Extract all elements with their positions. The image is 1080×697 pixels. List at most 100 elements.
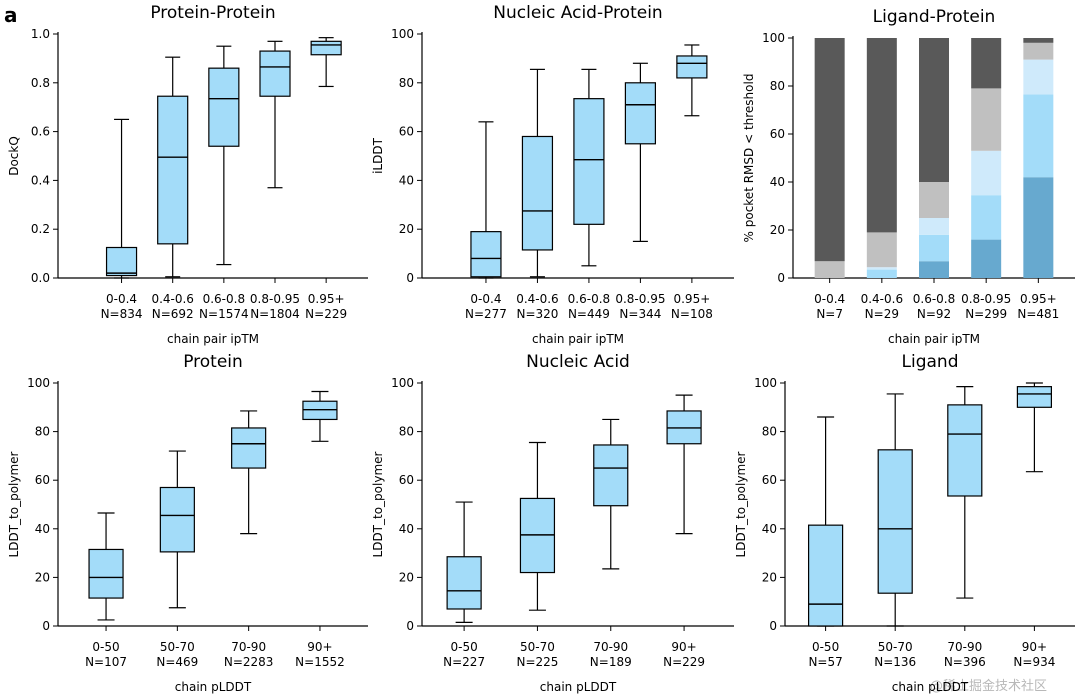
y-tick-label: 20 — [762, 570, 777, 584]
chart-title: Ligand — [902, 352, 959, 372]
y-tick-label: 100 — [391, 376, 414, 390]
x-tick-label: 0-0.4 — [106, 292, 137, 306]
y-tick-label: 80 — [399, 76, 414, 90]
y-tick-label: 100 — [391, 27, 414, 41]
box-iqr — [807, 524, 844, 627]
stacked-bar-segment — [866, 38, 897, 233]
y-tick-label: 80 — [770, 79, 785, 93]
x-tick-label: 0.6-0.8 — [913, 292, 956, 306]
x-tick-label: 0.6-0.8 — [568, 292, 611, 306]
y-tick-label: 100 — [27, 376, 50, 390]
box-iqr — [1016, 386, 1053, 408]
x-count-label: N=299 — [965, 307, 1007, 321]
x-count-label: N=1574 — [199, 307, 249, 321]
x-tick-label: 0.4-0.6 — [516, 292, 559, 306]
box-iqr — [624, 82, 657, 145]
stacked-bar-segment — [971, 150, 1002, 196]
x-count-label: N=692 — [152, 307, 194, 321]
stacked-bar-segment — [919, 38, 949, 182]
x-count-label: N=449 — [568, 307, 610, 321]
y-tick-label: 40 — [399, 173, 414, 187]
x-axis-label: chain pLDDT — [175, 680, 252, 694]
x-tick-label: 70-90 — [593, 640, 628, 654]
x-tick-label: 0.8-0.95 — [961, 292, 1011, 306]
stacked-bar-segment — [814, 261, 845, 278]
y-tick-label: 0 — [777, 271, 785, 285]
x-tick-label: 0-0.4 — [470, 292, 501, 306]
x-count-label: N=934 — [1013, 655, 1055, 669]
x-tick-label: 90+ — [307, 640, 332, 654]
stacked-bar-segment — [866, 267, 897, 270]
x-count-label: N=108 — [671, 307, 713, 321]
box-iqr — [231, 427, 267, 469]
y-tick-label: 0.8 — [31, 76, 50, 90]
y-tick-label: 100 — [762, 31, 785, 45]
x-tick-label: 0.95+ — [673, 292, 710, 306]
box-iqr — [157, 95, 189, 245]
y-tick-label: 100 — [754, 376, 777, 390]
y-axis-label: % pocket RMSD < threshold — [742, 74, 756, 243]
stacked-bar-segment — [971, 88, 1002, 151]
y-tick-label: 60 — [762, 473, 777, 487]
stacked-bar-segment — [1023, 59, 1054, 95]
box-iqr — [470, 231, 502, 278]
y-axis-label: LDDT_to_polymer — [371, 451, 385, 557]
x-count-label: N=834 — [101, 307, 143, 321]
box-iqr — [88, 548, 124, 599]
y-axis-label: iLDDT — [371, 137, 385, 174]
x-tick-label: 0-0.4 — [814, 292, 845, 306]
x-tick-label: 0.6-0.8 — [203, 292, 246, 306]
y-tick-label: 0.0 — [31, 271, 50, 285]
stacked-bar-segment — [919, 261, 949, 278]
box-iqr — [105, 246, 138, 277]
x-count-label: N=229 — [305, 307, 347, 321]
chart-title: Nucleic Acid — [526, 352, 630, 372]
watermark: @稀土掘金技术社区 — [930, 678, 1047, 694]
stacked-bar-segment — [866, 269, 897, 278]
y-tick-label: 60 — [35, 473, 50, 487]
x-tick-label: 0.95+ — [1020, 292, 1057, 306]
x-tick-label: 0.95+ — [308, 292, 345, 306]
box-iqr — [521, 135, 554, 251]
x-axis-label: chain pair ipTM — [888, 332, 980, 346]
stacked-bar-segment — [814, 38, 845, 262]
y-tick-label: 80 — [762, 425, 777, 439]
x-tick-label: 0-50 — [812, 640, 839, 654]
y-tick-label: 1.0 — [31, 27, 50, 41]
stacked-bar-segment — [1023, 177, 1054, 278]
y-tick-label: 0 — [406, 619, 414, 633]
x-tick-label: 70-90 — [231, 640, 266, 654]
y-tick-label: 20 — [399, 222, 414, 236]
y-tick-label: 60 — [399, 473, 414, 487]
y-tick-label: 40 — [762, 522, 777, 536]
chart-title: Protein-Protein — [150, 3, 275, 23]
x-count-label: N=396 — [944, 655, 986, 669]
stacked-bar-segment — [866, 232, 897, 268]
chart-title: Protein — [183, 352, 243, 372]
y-tick-label: 0.6 — [31, 125, 50, 139]
stacked-bar-segment — [971, 38, 1002, 89]
x-count-label: N=57 — [808, 655, 842, 669]
x-count-label: N=107 — [85, 655, 127, 669]
stacked-bar-segment — [919, 218, 949, 235]
y-tick-label: 0 — [42, 619, 50, 633]
x-axis-label: chain pair ipTM — [167, 332, 259, 346]
y-tick-label: 60 — [399, 125, 414, 139]
x-count-label: N=189 — [590, 655, 632, 669]
x-count-label: N=229 — [663, 655, 705, 669]
y-axis-label: LDDT_to_polymer — [7, 451, 21, 557]
y-tick-label: 40 — [35, 522, 50, 536]
x-count-label: N=320 — [516, 307, 558, 321]
x-count-label: N=92 — [917, 307, 951, 321]
x-count-label: N=344 — [619, 307, 661, 321]
box-iqr — [446, 556, 482, 610]
x-axis-label: chain pLDDT — [540, 680, 617, 694]
x-count-label: N=1804 — [250, 307, 300, 321]
box-iqr — [310, 40, 342, 56]
x-tick-label: 0.4-0.6 — [151, 292, 194, 306]
y-tick-label: 40 — [770, 175, 785, 189]
x-count-label: N=1552 — [295, 655, 345, 669]
x-count-label: N=481 — [1017, 307, 1059, 321]
x-tick-label: 90+ — [671, 640, 696, 654]
stacked-bar-segment — [919, 234, 949, 262]
